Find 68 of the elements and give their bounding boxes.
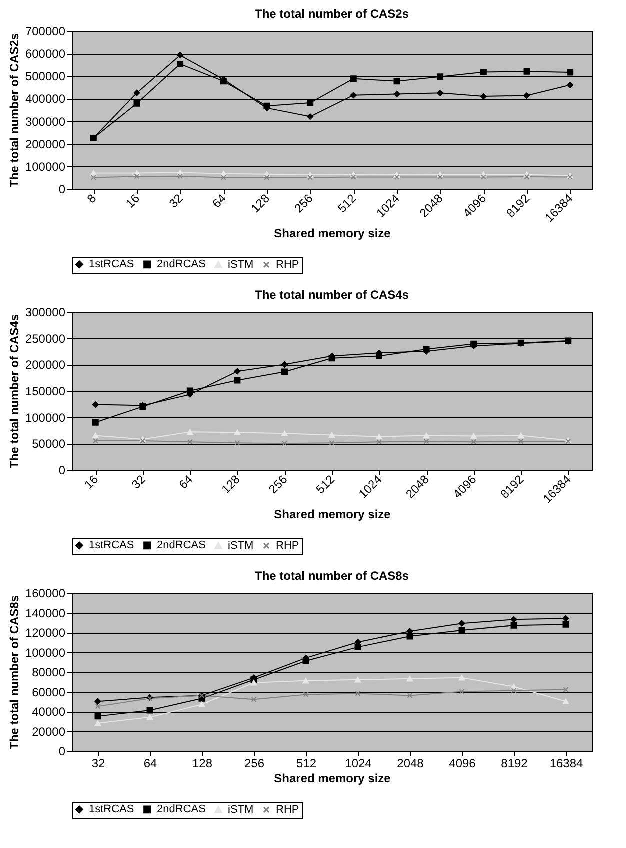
x-tick-label: 512 — [296, 756, 317, 770]
y-tick-label: 20000 — [32, 724, 66, 739]
x-tick-label: 64 — [210, 191, 230, 211]
y-tick-label: 0 — [58, 464, 66, 478]
x-tick-label: 256 — [244, 756, 265, 770]
chart-title: The total number of CAS2s — [254, 7, 410, 21]
legend-label: 1stRCAS — [89, 258, 134, 271]
x-axis-title: Shared memory size — [274, 507, 392, 522]
y-tick-label: 80000 — [32, 666, 66, 680]
x-axis-title: Shared memory size — [274, 226, 392, 240]
y-tick-label: 120000 — [25, 626, 66, 640]
y-tick-label: 600000 — [25, 47, 66, 62]
y-tick-label: 140000 — [25, 606, 66, 620]
y-tick-label: 300000 — [25, 114, 66, 129]
x-tick-label: 1024 — [345, 756, 372, 770]
y-axis-title: The total number of CAS2s — [7, 33, 22, 188]
x-tick-label: 128 — [192, 756, 213, 770]
legend-label: RHP — [276, 804, 300, 816]
y-tick-label: 50000 — [32, 437, 66, 452]
legend-label: 2ndRCAS — [157, 258, 206, 271]
x-tick-label: 16 — [123, 191, 143, 211]
y-tick-label: 200000 — [25, 137, 66, 152]
x-tick-label: 16384 — [550, 756, 584, 770]
legend-label: 1stRCAS — [89, 804, 134, 816]
x-tick-label: 128 — [248, 191, 273, 216]
legend-label: iSTM — [228, 258, 254, 271]
x-tick-label: 32 — [166, 191, 186, 211]
y-tick-label: 0 — [58, 744, 66, 758]
legend-label: RHP — [276, 258, 300, 271]
x-tick-label: 32 — [92, 756, 106, 770]
x-tick-label: 8192 — [501, 756, 528, 770]
x-tick-label: 512 — [313, 472, 338, 497]
x-tick-label: 4096 — [449, 756, 476, 770]
legend-label: 2ndRCAS — [157, 804, 206, 816]
x-tick-label: 512 — [335, 191, 360, 216]
x-axis-title: Shared memory size — [274, 772, 392, 786]
y-tick-label: 250000 — [25, 332, 66, 346]
chart-title: The total number of CAS4s — [254, 288, 410, 302]
y-tick-label: 700000 — [25, 24, 66, 38]
y-tick-label: 40000 — [32, 705, 66, 719]
y-tick-label: 100000 — [25, 160, 66, 174]
chart-title: The total number of CAS8s — [254, 569, 410, 583]
y-tick-label: 150000 — [25, 384, 66, 398]
x-tick-label: 256 — [266, 472, 290, 497]
x-tick-label: 64 — [144, 756, 158, 770]
x-tick-label: 64 — [176, 472, 196, 492]
legend-label: iSTM — [228, 804, 254, 816]
y-tick-label: 0 — [58, 182, 66, 196]
x-tick-label: 2048 — [397, 756, 424, 770]
legend-label: 2ndRCAS — [157, 540, 206, 552]
legend-label: RHP — [276, 540, 300, 552]
legend-label: 1stRCAS — [89, 540, 134, 552]
x-tick-label: 256 — [292, 191, 316, 216]
y-tick-label: 500000 — [25, 70, 66, 84]
y-tick-label: 160000 — [25, 586, 66, 600]
legend-label: iSTM — [228, 540, 254, 552]
x-tick-label: 128 — [218, 472, 244, 497]
y-axis-title: The total number of CAS4s — [7, 314, 22, 469]
y-tick-label: 100000 — [25, 410, 66, 425]
y-tick-label: 100000 — [25, 646, 66, 660]
y-tick-label: 300000 — [25, 306, 66, 320]
y-tick-label: 400000 — [25, 92, 66, 106]
x-tick-label: 32 — [129, 472, 149, 492]
y-tick-label: 200000 — [25, 358, 66, 372]
y-axis-title: The total number of CAS8s — [7, 595, 22, 750]
x-tick-label: 16 — [82, 472, 102, 492]
y-tick-label: 60000 — [32, 685, 66, 700]
x-tick-label: 8 — [84, 191, 100, 206]
